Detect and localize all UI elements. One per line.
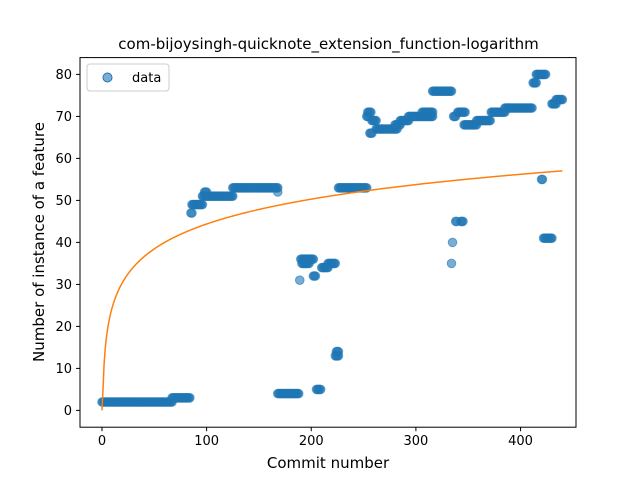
data-point [537, 174, 548, 185]
data-point [557, 94, 568, 105]
data-point [197, 199, 208, 210]
data-point [460, 107, 470, 117]
fit-line [101, 170, 563, 411]
x-tick-label: 100 [194, 434, 219, 449]
data-point [185, 393, 195, 403]
y-tick-label: 50 [55, 194, 72, 209]
x-tick-label: 0 [98, 434, 106, 449]
x-tick-label: 200 [299, 434, 324, 449]
data-point [308, 254, 319, 265]
data-point [333, 351, 344, 361]
y-tick-label: 40 [55, 236, 72, 251]
x-tick-label: 400 [508, 434, 533, 449]
data-point [294, 275, 305, 286]
y-tick-label: 60 [55, 152, 72, 167]
data-point [201, 187, 212, 197]
y-tick-label: 80 [55, 68, 72, 83]
data-point [446, 86, 457, 96]
data-point [527, 103, 537, 113]
data-point [485, 115, 495, 126]
legend-label-data: data [132, 71, 161, 86]
data-point [531, 78, 542, 88]
y-axis-label: Number of instance of a feature [30, 122, 48, 362]
data-point [187, 208, 197, 218]
plot-area [97, 69, 568, 411]
data-point [427, 107, 438, 117]
x-tick-label: 300 [403, 434, 428, 449]
data-point [540, 69, 551, 80]
data-point [272, 187, 283, 197]
data-point [371, 115, 381, 126]
y-axis: 0 10 20 30 40 50 60 70 80 [55, 68, 80, 419]
x-axis-label: Commit number [267, 454, 390, 472]
data-point [547, 233, 557, 243]
data-point [330, 258, 341, 269]
legend: data [86, 63, 170, 92]
y-tick-label: 70 [55, 110, 72, 125]
data-point [366, 107, 376, 117]
y-tick-label: 0 [64, 404, 72, 419]
data-point [458, 216, 468, 227]
data-point [446, 258, 457, 269]
y-tick-label: 10 [55, 362, 72, 377]
x-axis: 0 100 200 300 400 [98, 427, 533, 449]
data-point [293, 388, 304, 399]
legend-box [86, 63, 170, 92]
y-tick-label: 30 [55, 278, 72, 293]
y-tick-label: 20 [55, 320, 72, 335]
data-point [310, 271, 321, 281]
chart-title: com-bijoysingh-quicknote_extension_funct… [118, 35, 538, 54]
data-point [315, 384, 326, 395]
data-point [227, 191, 238, 201]
data-point [447, 237, 458, 248]
legend-marker [102, 72, 113, 83]
